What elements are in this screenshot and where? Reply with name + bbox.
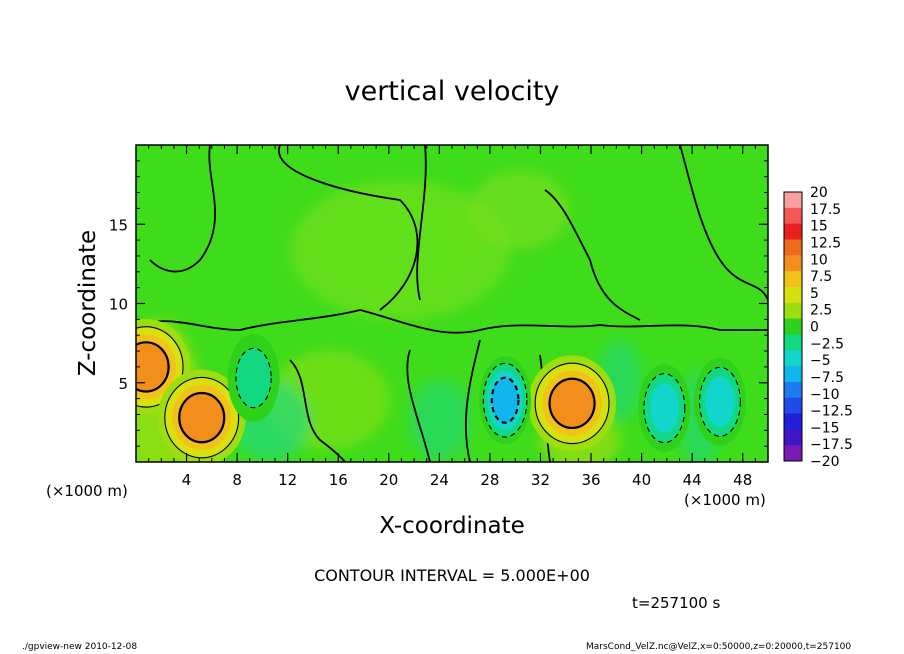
zero-contour [149,145,216,273]
cell-level [136,342,169,392]
cell-level [235,348,272,408]
colorbar-label: −5 [810,353,831,369]
x-tick-label: 8 [232,471,242,489]
y-tick-label: 5 [118,375,128,393]
colorbar-label: 7.5 [810,269,832,285]
colorbar-label: 12.5 [810,235,841,251]
x-tick-label: 20 [379,471,398,489]
colorbar-swatch [784,445,802,462]
cell-contour [178,391,226,444]
colorbar-label: 17.5 [810,202,841,218]
cell-contour [235,347,272,409]
updraft-cell [528,355,617,452]
cell-level [705,376,735,427]
colorbar-swatch [784,239,802,256]
colorbar-swatch [784,286,802,304]
x-tick-label: 4 [182,471,192,489]
colorbar-label: −7.5 [810,370,844,386]
cell-level [491,377,519,423]
zero-contour [679,145,768,301]
zero-contour [136,309,768,334]
colorbar-label: 15 [810,219,828,235]
cell-contour [482,362,528,438]
y-tick-label: 15 [109,216,128,234]
colorbar-swatch [784,397,802,415]
downdraft-cell [479,356,532,445]
zero-contour [465,339,481,462]
colorbar-swatch [784,366,802,383]
cell-contour [643,373,686,444]
colorbar-swatch [784,271,802,288]
colorbar-swatch [784,318,802,335]
updraft-cell [157,369,246,462]
chart-title: vertical velocity [344,76,560,107]
y-axis-label: Z-coordinate [75,229,101,377]
colorbar-swatch [784,334,802,351]
downdraft-cell [638,364,691,453]
colorbar-swatch [784,302,802,320]
colorbar: 2017.51512.5107.552.50−2.5−5−7.5−10−12.5… [783,185,853,470]
x-unit-label-left: (×1000 m) [46,482,128,500]
cell-level [649,383,680,434]
colorbar-label: 2.5 [810,303,832,319]
colorbar-swatch [784,223,802,240]
x-tick-label: 32 [531,471,550,489]
x-tick-label: 28 [480,471,499,489]
colorbar-frame [783,191,803,462]
zero-contour [406,349,431,462]
x-tick-label: 48 [733,471,752,489]
colorbar-label: −15 [810,420,840,436]
colorbar-swatch [784,413,802,430]
colorbar-label: −20 [810,454,840,470]
x-tick-label: 40 [632,471,651,489]
colorbar-label: −12.5 [810,404,853,420]
colorbar-label: 5 [810,286,819,302]
footer-left: ./gpview-new 2010-12-08 [22,642,138,652]
contour-lines [136,145,768,462]
time-label: t=257100 s [632,594,721,612]
cell-contour [699,366,741,437]
colorbar-label: −10 [810,387,840,403]
x-tick-label: 16 [329,471,348,489]
colorbar-swatch [784,255,802,272]
cell-contour [136,326,184,408]
y-tick-label: 10 [109,296,128,314]
cell-contour [136,341,170,393]
x-unit-label-right: (×1000 m) [684,491,766,509]
colorbar-label: 20 [810,185,828,201]
x-tick-label: 12 [278,471,297,489]
zero-contour [544,189,641,321]
x-tick-label: 24 [430,471,449,489]
contour-interval: CONTOUR INTERVAL = 5.000E+00 [314,566,590,585]
cell-level [179,393,225,443]
colorbar-swatch [784,350,802,367]
footer-right: MarsCond_VelZ.nc@VelZ,x=0:50000,z=0:2000… [586,642,852,652]
colorbar-label: −17.5 [810,437,853,453]
x-tick-label: 36 [581,471,600,489]
colorbar-swatch [784,429,802,446]
downdraft-cell [227,333,280,422]
zero-contour [416,145,427,301]
cell-contour [490,376,520,424]
colorbar-swatch [784,381,802,399]
downdraft-cell [693,357,746,446]
zero-contour [289,359,346,462]
colorbar-label: 10 [810,252,828,268]
cell-contour [164,376,240,459]
colorbar-swatch [784,192,802,209]
colorbar-swatch [784,207,802,225]
x-tick-label: 44 [683,471,702,489]
colorbar-label: −2.5 [810,336,844,352]
cell-contour [548,377,596,430]
cell-contour [534,362,610,445]
colorbar-label: 0 [810,320,819,336]
x-axis-label: X-coordinate [379,513,525,539]
cell-level [549,378,595,428]
zero-contour [278,145,419,311]
velocity-cells [136,318,746,462]
